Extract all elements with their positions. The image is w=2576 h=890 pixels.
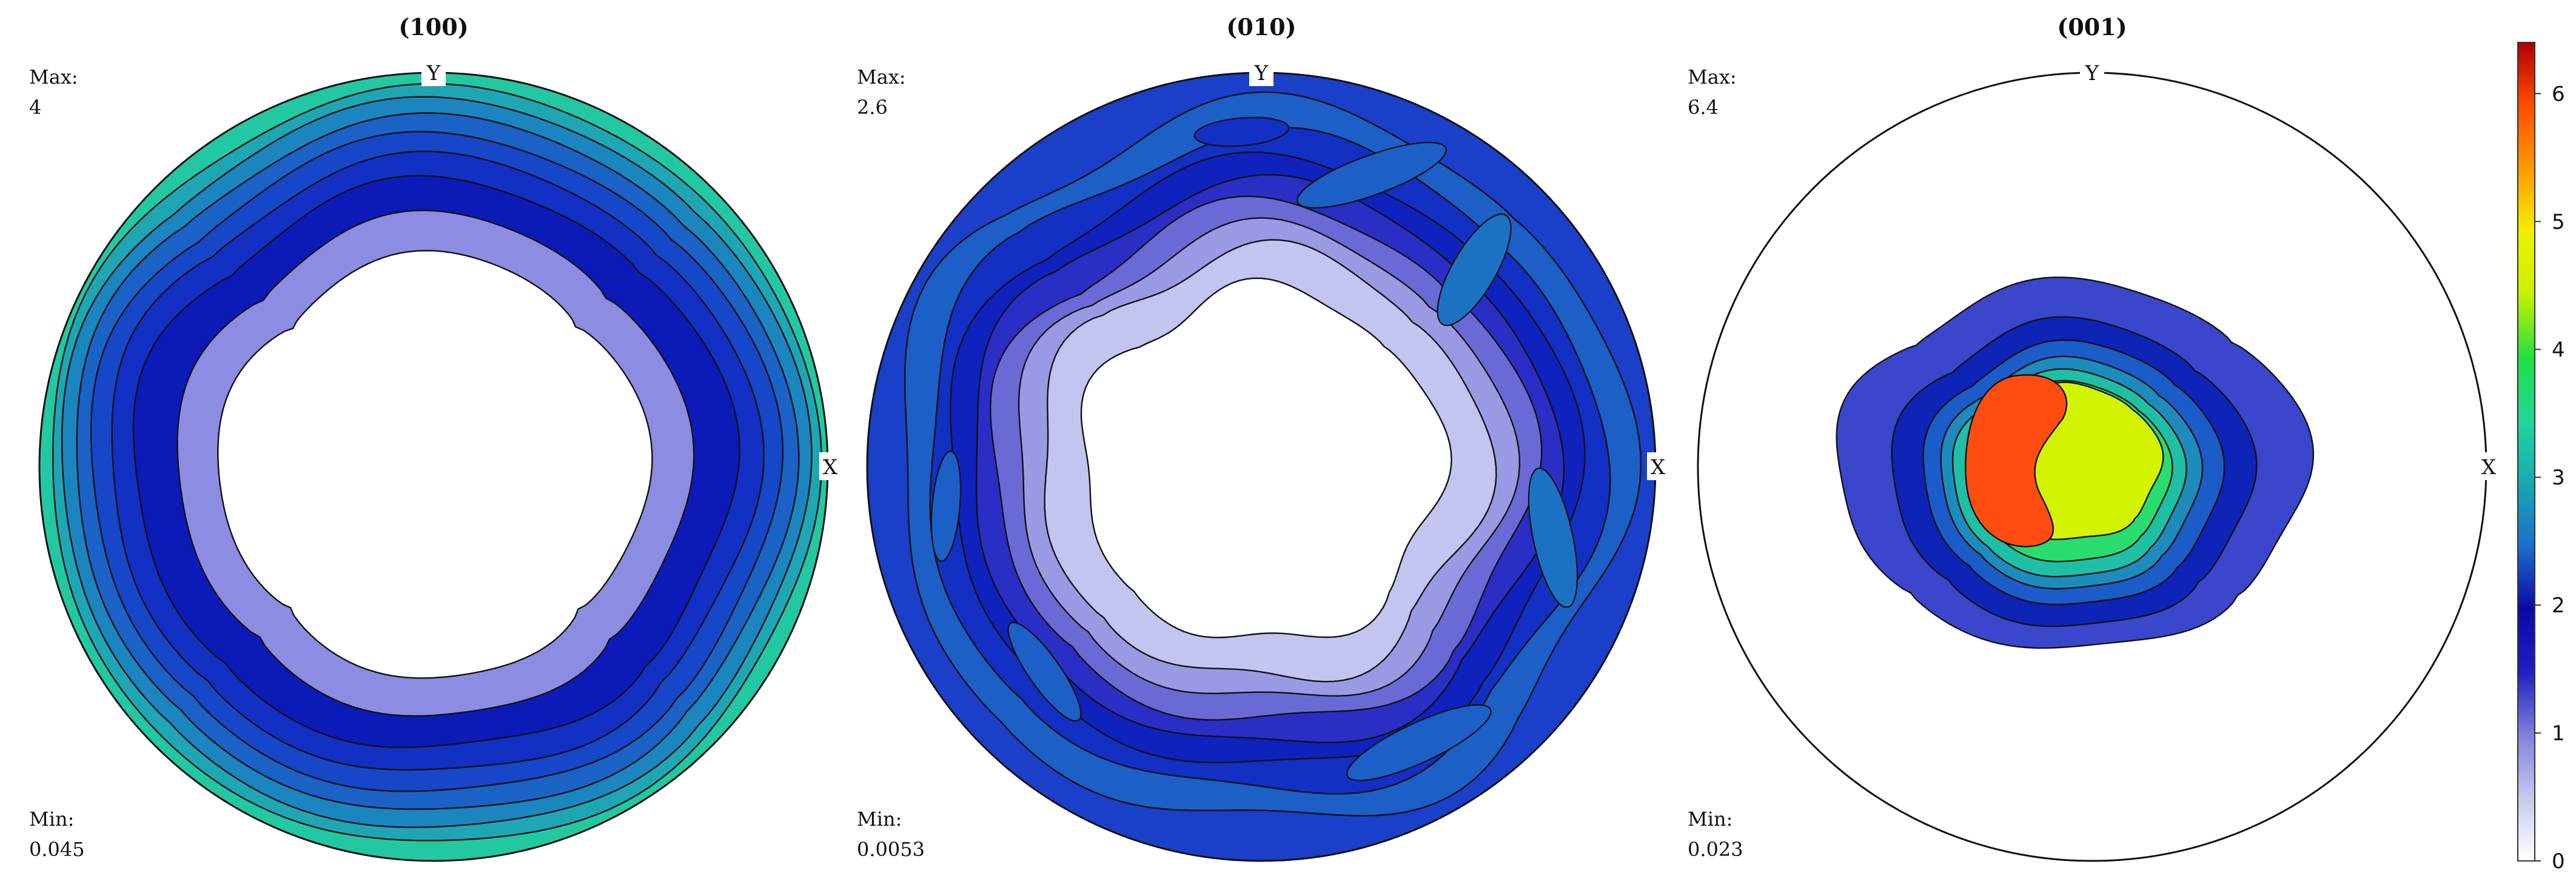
x-axis-label: X: [823, 455, 838, 480]
contour-peak: [1965, 374, 2068, 547]
colorbar-tick-label: 6: [2552, 82, 2565, 106]
y-axis-label: Y: [1254, 61, 1269, 85]
contour-level-0_1: [1080, 277, 1452, 638]
y-label-background: [1249, 59, 1273, 86]
y-axis-label: Y: [426, 61, 441, 85]
panel-title: (001): [2057, 13, 2127, 41]
panel-title: (010): [1226, 13, 1296, 41]
contour-lobe-6: [1193, 116, 1290, 147]
colorbar-gradient: [2517, 42, 2535, 862]
max-label: Max:: [1688, 65, 1737, 89]
pole-figure-100: (100) Y X Max: 4 Min: 0.045: [29, 13, 841, 862]
pole-figure-panels: (100) Y X Max: 4 Min: 0.045 (010) Y X Max: 2.6 Min: 0…: [29, 13, 2500, 862]
contour-lobe-5: [1346, 704, 1492, 781]
colorbar-tick-label: 1: [2552, 721, 2565, 746]
colorbar-tick-label: 5: [2552, 210, 2565, 234]
contour-lobe-4: [1007, 621, 1082, 722]
contour-level-0_2: [217, 250, 653, 679]
colorbar-tick-label: 4: [2552, 338, 2565, 362]
x-label-background: [2478, 452, 2500, 480]
y-axis-label: Y: [2085, 61, 2099, 85]
pole-figure-001: (001) Y X Max: 6.4 Min: 0.023: [1688, 13, 2500, 862]
contour-lobe-0: [1437, 213, 1512, 326]
contour-lobe-2: [1296, 141, 1447, 209]
min-label: Min:: [1688, 808, 1732, 831]
panel-title: (100): [398, 13, 468, 41]
min-value: 0.045: [29, 838, 85, 861]
colorbar: 0 1 2 3 4 5 6: [2517, 42, 2565, 874]
min-label: Min:: [29, 808, 74, 831]
contour-lobe-3: [930, 450, 962, 562]
colorbar-tick-label: 3: [2552, 466, 2565, 490]
pole-figure-010: (010) Y X Max: 2.6 Min: 0.0053: [857, 13, 1669, 862]
max-label: Max:: [857, 65, 906, 89]
max-value: 2.6: [857, 96, 888, 119]
contour-lobe-1: [1528, 467, 1578, 608]
y-label-background: [2080, 59, 2104, 86]
x-label-background: [819, 452, 841, 480]
x-axis-label: X: [2481, 455, 2497, 480]
max-label: Max:: [29, 65, 78, 89]
colorbar-tick-label: 2: [2552, 594, 2565, 618]
min-value: 0.023: [1688, 838, 1743, 861]
min-value: 0.0053: [857, 838, 925, 861]
min-label: Min:: [857, 808, 902, 831]
x-label-background: [1647, 452, 1669, 480]
colorbar-tick-label: 0: [2552, 849, 2565, 874]
x-axis-label: X: [1651, 455, 1666, 480]
max-value: 6.4: [1688, 96, 1719, 119]
y-label-background: [421, 59, 446, 86]
max-value: 4: [29, 96, 41, 119]
